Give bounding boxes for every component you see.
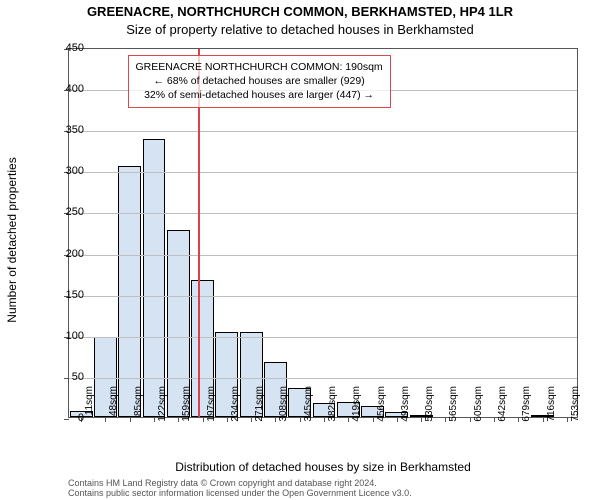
x-tick-label: 85sqm — [133, 386, 144, 426]
x-tick-mark — [154, 417, 155, 422]
y-axis-label-wrap: Number of detached properties — [12, 48, 26, 418]
x-tick-mark — [494, 417, 495, 422]
x-tick-label: 530sqm — [424, 386, 435, 426]
x-tick-mark — [178, 417, 179, 422]
y-tick-label: 50 — [34, 371, 84, 383]
annotation-line: 32% of semi-detached houses are larger (… — [136, 88, 383, 102]
x-tick-label: 308sqm — [278, 386, 289, 426]
x-tick-mark — [421, 417, 422, 422]
y-tick-label: 200 — [34, 248, 84, 260]
x-tick-mark — [275, 417, 276, 422]
x-tick-label: 11sqm — [84, 386, 95, 426]
x-tick-mark — [567, 417, 568, 422]
x-tick-label: 234sqm — [230, 386, 241, 426]
gridline-h — [69, 131, 577, 132]
x-tick-label: 419sqm — [351, 386, 362, 426]
gridline-h — [69, 378, 577, 379]
plot-area: GREENACRE NORTHCHURCH COMMON: 190sqm← 68… — [68, 48, 578, 418]
footer-line2: Contains public sector information licen… — [68, 488, 578, 498]
x-tick-label: 271sqm — [254, 386, 265, 426]
gridline-h — [69, 337, 577, 338]
x-tick-label: 605sqm — [473, 386, 484, 426]
y-tick-label: 350 — [34, 124, 84, 136]
gridline-h — [69, 172, 577, 173]
y-tick-label: 0 — [34, 412, 84, 424]
x-tick-mark — [397, 417, 398, 422]
y-tick-label: 150 — [34, 289, 84, 301]
x-tick-mark — [203, 417, 204, 422]
x-tick-label: 456sqm — [376, 386, 387, 426]
x-tick-mark — [470, 417, 471, 422]
histogram-bar — [118, 166, 141, 417]
chart-title-line1: GREENACRE, NORTHCHURCH COMMON, BERKHAMST… — [0, 4, 600, 19]
chart-title-line2: Size of property relative to detached ho… — [0, 22, 600, 37]
x-tick-mark — [543, 417, 544, 422]
gridline-h — [69, 213, 577, 214]
x-axis-label: Distribution of detached houses by size … — [68, 460, 578, 474]
x-tick-mark — [373, 417, 374, 422]
x-tick-label: 679sqm — [521, 386, 532, 426]
histogram-bar — [143, 139, 166, 417]
gridline-h — [69, 296, 577, 297]
x-tick-mark — [300, 417, 301, 422]
attribution-footer: Contains HM Land Registry data © Crown c… — [68, 478, 578, 499]
x-tick-label: 345sqm — [303, 386, 314, 426]
x-tick-label: 565sqm — [448, 386, 459, 426]
x-tick-label: 753sqm — [570, 386, 581, 426]
x-tick-label: 716sqm — [546, 386, 557, 426]
x-tick-mark — [227, 417, 228, 422]
annotation-line: GREENACRE NORTHCHURCH COMMON: 190sqm — [136, 60, 383, 74]
y-tick-label: 100 — [34, 330, 84, 342]
y-axis-label: Number of detached properties — [5, 157, 19, 322]
x-tick-label: 382sqm — [327, 386, 338, 426]
annotation-box: GREENACRE NORTHCHURCH COMMON: 190sqm← 68… — [128, 55, 391, 108]
x-tick-mark — [518, 417, 519, 422]
x-tick-mark — [251, 417, 252, 422]
y-tick-label: 450 — [34, 42, 84, 54]
x-tick-mark — [445, 417, 446, 422]
x-tick-mark — [348, 417, 349, 422]
footer-line1: Contains HM Land Registry data © Crown c… — [68, 478, 578, 488]
gridline-h — [69, 255, 577, 256]
y-tick-label: 250 — [34, 206, 84, 218]
annotation-line: ← 68% of detached houses are smaller (92… — [136, 74, 383, 88]
x-tick-mark — [130, 417, 131, 422]
x-tick-label: 197sqm — [206, 386, 217, 426]
x-tick-label: 642sqm — [497, 386, 508, 426]
y-tick-label: 400 — [34, 83, 84, 95]
histogram-chart: GREENACRE, NORTHCHURCH COMMON, BERKHAMST… — [0, 0, 600, 500]
x-tick-label: 48sqm — [108, 386, 119, 426]
x-tick-label: 122sqm — [157, 386, 168, 426]
y-tick-label: 300 — [34, 165, 84, 177]
x-tick-label: 493sqm — [400, 386, 411, 426]
x-tick-mark — [324, 417, 325, 422]
x-tick-mark — [105, 417, 106, 422]
x-tick-label: 159sqm — [181, 386, 192, 426]
